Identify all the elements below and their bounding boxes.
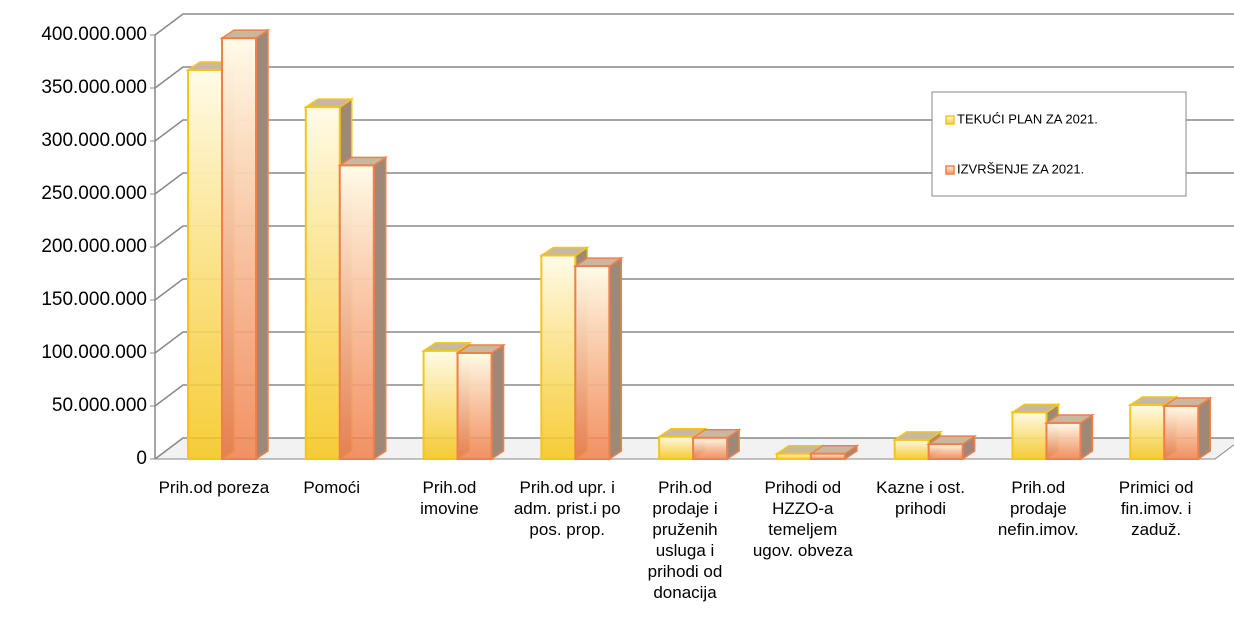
bar <box>927 443 964 461</box>
y-tick-label: 300.000.000 <box>41 130 147 151</box>
x-tick-label: Prih.od prodaje i pruženih usluga i prih… <box>647 478 723 602</box>
y-tick-label: 200.000.000 <box>41 236 147 257</box>
y-tick-label: 150.000.000 <box>41 289 147 310</box>
y-tick-label: 250.000.000 <box>41 183 147 204</box>
y-tick-label: 0 <box>136 448 147 469</box>
x-tick-label: Prih.od prodaje nefin.imov. <box>997 478 1079 539</box>
bar <box>422 349 459 461</box>
y-tick-label: 50.000.000 <box>52 395 147 416</box>
bar <box>338 164 375 460</box>
grid-line <box>154 13 1234 36</box>
bar <box>658 435 695 460</box>
bar-side <box>490 343 505 461</box>
bar <box>540 254 577 460</box>
bar <box>809 452 846 461</box>
legend-label: IZVRŠENJE ZA 2021. <box>957 161 1084 176</box>
grid-line <box>154 331 1234 354</box>
x-tick-label: Prih.od imovine <box>420 478 479 518</box>
bar <box>221 37 257 461</box>
y-tick-label: 100.000.000 <box>41 342 147 363</box>
bar-side <box>255 28 269 461</box>
bar <box>893 438 930 461</box>
bar <box>187 68 223 460</box>
y-tick-label: 400.000.000 <box>41 24 147 45</box>
bar-side <box>1197 396 1211 461</box>
legend-marker <box>945 165 955 175</box>
bar-side <box>373 155 387 461</box>
bar <box>775 452 812 461</box>
legend-label: TEKUĆI PLAN ZA 2021. <box>957 111 1098 126</box>
grid-line <box>154 119 1234 142</box>
x-tick-label: Prih.od poreza <box>158 478 270 497</box>
bar <box>1163 405 1200 460</box>
bar <box>574 265 611 460</box>
grid-line <box>154 437 1234 460</box>
bar <box>456 352 493 460</box>
bar <box>304 106 341 461</box>
legend-box <box>931 91 1187 197</box>
x-tick-label: Prih.od upr. i adm. prist.i po pos. prop… <box>513 478 621 539</box>
grid-line <box>154 278 1234 301</box>
y-tick-label: 350.000.000 <box>41 77 147 98</box>
x-tick-label: Primici od fin.imov. i zaduž. <box>1118 478 1194 539</box>
bar-side <box>608 256 623 461</box>
x-tick-label: Prihodi od HZZO-a temeljem ugov. obveza <box>752 478 853 560</box>
bar <box>692 436 729 460</box>
bar <box>1129 403 1166 461</box>
grid-line <box>154 225 1234 248</box>
x-tick-label: Kazne i ost. prihodi <box>876 478 965 518</box>
x-tick-label: Pomoći <box>303 478 360 497</box>
legend-marker <box>945 115 955 125</box>
bar <box>1045 421 1082 460</box>
grid-line <box>154 172 1234 195</box>
grid-line <box>154 384 1234 407</box>
grid-line <box>154 66 1234 89</box>
bar <box>1011 411 1048 460</box>
